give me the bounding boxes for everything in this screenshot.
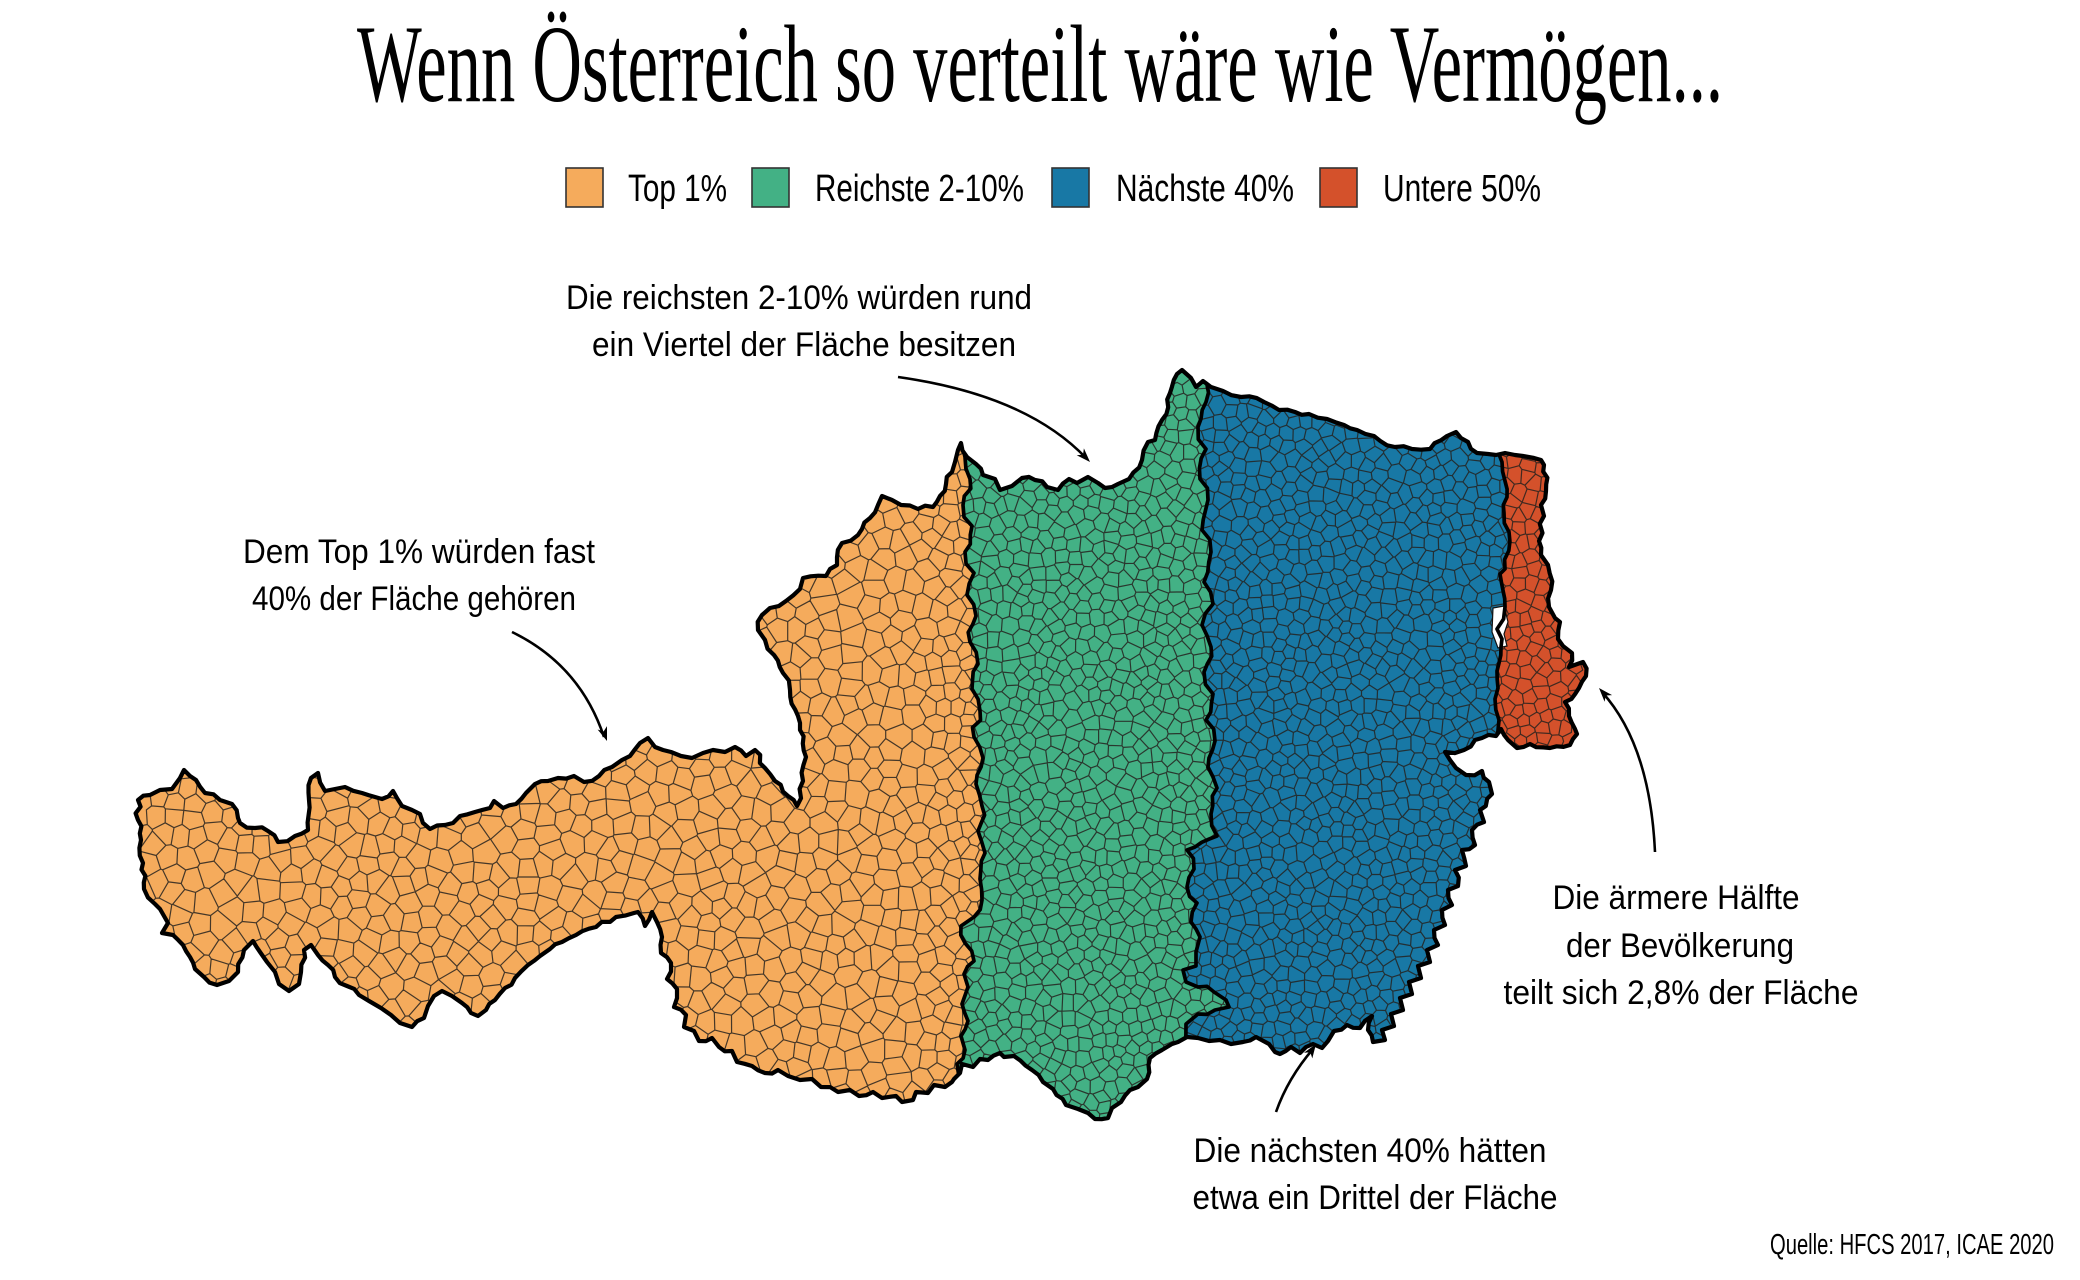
svg-text:Untere 50%: Untere 50% [1383,168,1541,210]
svg-text:Nächste 40%: Nächste 40% [1116,168,1294,210]
svg-text:Wenn Österreich so verteilt wä: Wenn Österreich so verteilt wäre wie Ver… [357,3,1723,125]
svg-text:Top 1%: Top 1% [628,168,727,210]
svg-text:teilt sich 2,8% der Fläche: teilt sich 2,8% der Fläche [1504,974,1859,1012]
svg-text:Quelle: HFCS 2017, ICAE 2020: Quelle: HFCS 2017, ICAE 2020 [1770,1229,2054,1261]
svg-text:Die reichsten 2-10% würden run: Die reichsten 2-10% würden rund [566,279,1032,317]
svg-text:der Bevölkerung: der Bevölkerung [1566,927,1794,965]
svg-text:40% der Fläche gehören: 40% der Fläche gehören [252,580,576,618]
svg-text:Die ärmere Hälfte: Die ärmere Hälfte [1553,879,1800,917]
svg-text:etwa ein Drittel der Fläche: etwa ein Drittel der Fläche [1193,1179,1558,1217]
svg-text:ein Viertel der Fläche besitze: ein Viertel der Fläche besitzen [592,326,1016,364]
svg-text:Reichste 2-10%: Reichste 2-10% [815,168,1024,210]
svg-text:Die nächsten 40% hätten: Die nächsten 40% hätten [1194,1132,1547,1170]
svg-text:Dem Top 1% würden fast: Dem Top 1% würden fast [243,533,596,571]
